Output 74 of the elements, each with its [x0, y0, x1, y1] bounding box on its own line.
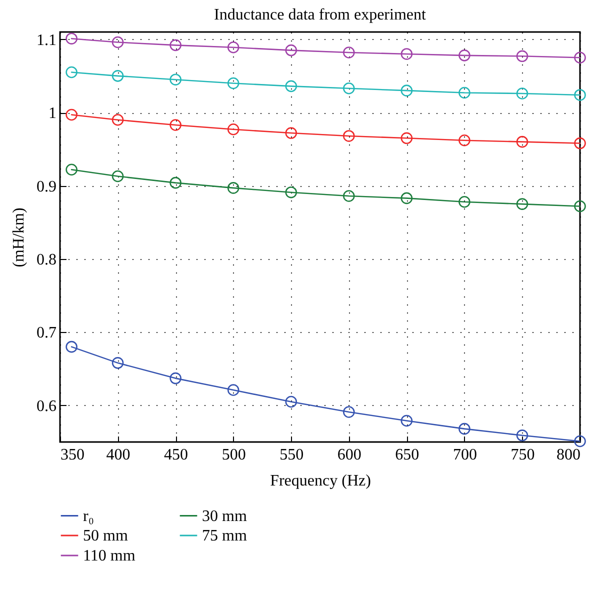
point — [342, 190, 355, 202]
point — [285, 396, 298, 408]
point — [574, 435, 586, 448]
point — [227, 123, 240, 136]
point — [516, 198, 528, 210]
y-tick-label: 1.1 — [36, 32, 56, 49]
point — [66, 340, 78, 353]
y-tick-label: 0.8 — [36, 251, 56, 268]
point — [170, 39, 182, 52]
legend-label: 110 mm — [83, 548, 136, 564]
legend-label: 30 mm — [202, 508, 248, 525]
y-tick-label: 0.7 — [36, 324, 56, 342]
legend-label: 50 mm — [83, 528, 128, 544]
point — [285, 44, 298, 56]
point — [516, 136, 528, 148]
chart-title: Inductance data from experiment — [214, 6, 426, 24]
point — [400, 192, 413, 204]
point — [227, 182, 240, 194]
point — [400, 132, 413, 144]
point — [458, 134, 470, 146]
y-tick-label: 0.9 — [36, 178, 56, 196]
point — [227, 41, 240, 54]
point — [170, 119, 182, 131]
x-tick-label: 550 — [280, 446, 304, 464]
legend-label: 75 mm — [202, 528, 248, 544]
point — [458, 422, 470, 435]
point — [400, 48, 413, 60]
x-tick-label: 600 — [337, 446, 362, 464]
y-tick-label: 0.6 — [36, 398, 56, 415]
point — [112, 36, 124, 48]
point — [400, 414, 413, 427]
x-tick-label: 800 — [556, 446, 580, 464]
point — [66, 108, 78, 121]
point — [574, 137, 586, 150]
point — [285, 127, 298, 139]
point — [458, 196, 470, 208]
point — [574, 200, 586, 212]
x-tick-label: 650 — [395, 446, 420, 464]
point — [342, 130, 355, 142]
point — [112, 114, 124, 126]
point — [458, 86, 470, 99]
x-tick-label: 350 — [60, 446, 84, 464]
x-tick-label: 700 — [452, 446, 477, 464]
point — [342, 406, 355, 418]
x-tick-label: 750 — [510, 446, 535, 464]
point — [66, 66, 78, 78]
x-axis-title: Frequency (Hz) — [270, 472, 371, 490]
point — [112, 357, 124, 369]
point — [285, 80, 298, 92]
point — [170, 176, 182, 189]
point — [574, 89, 586, 101]
point — [516, 88, 528, 100]
x-tick-label: 500 — [222, 446, 246, 464]
point — [458, 50, 470, 62]
point — [170, 372, 182, 384]
point — [66, 32, 78, 44]
point — [227, 77, 240, 90]
point — [574, 52, 586, 64]
point — [66, 164, 78, 176]
point — [516, 430, 528, 442]
point — [516, 50, 528, 62]
point — [342, 82, 355, 94]
point — [112, 70, 124, 82]
y-axis-title: (mH/km) — [10, 208, 28, 268]
x-tick-label: 450 — [164, 446, 188, 464]
point — [400, 84, 413, 96]
point — [342, 46, 355, 58]
point — [170, 74, 182, 86]
point — [285, 186, 298, 198]
y-tick-label: 1 — [48, 105, 56, 122]
point — [112, 170, 124, 182]
legend-label: r₀ — [83, 508, 94, 525]
point — [227, 384, 240, 396]
x-tick-label: 400 — [106, 446, 130, 464]
